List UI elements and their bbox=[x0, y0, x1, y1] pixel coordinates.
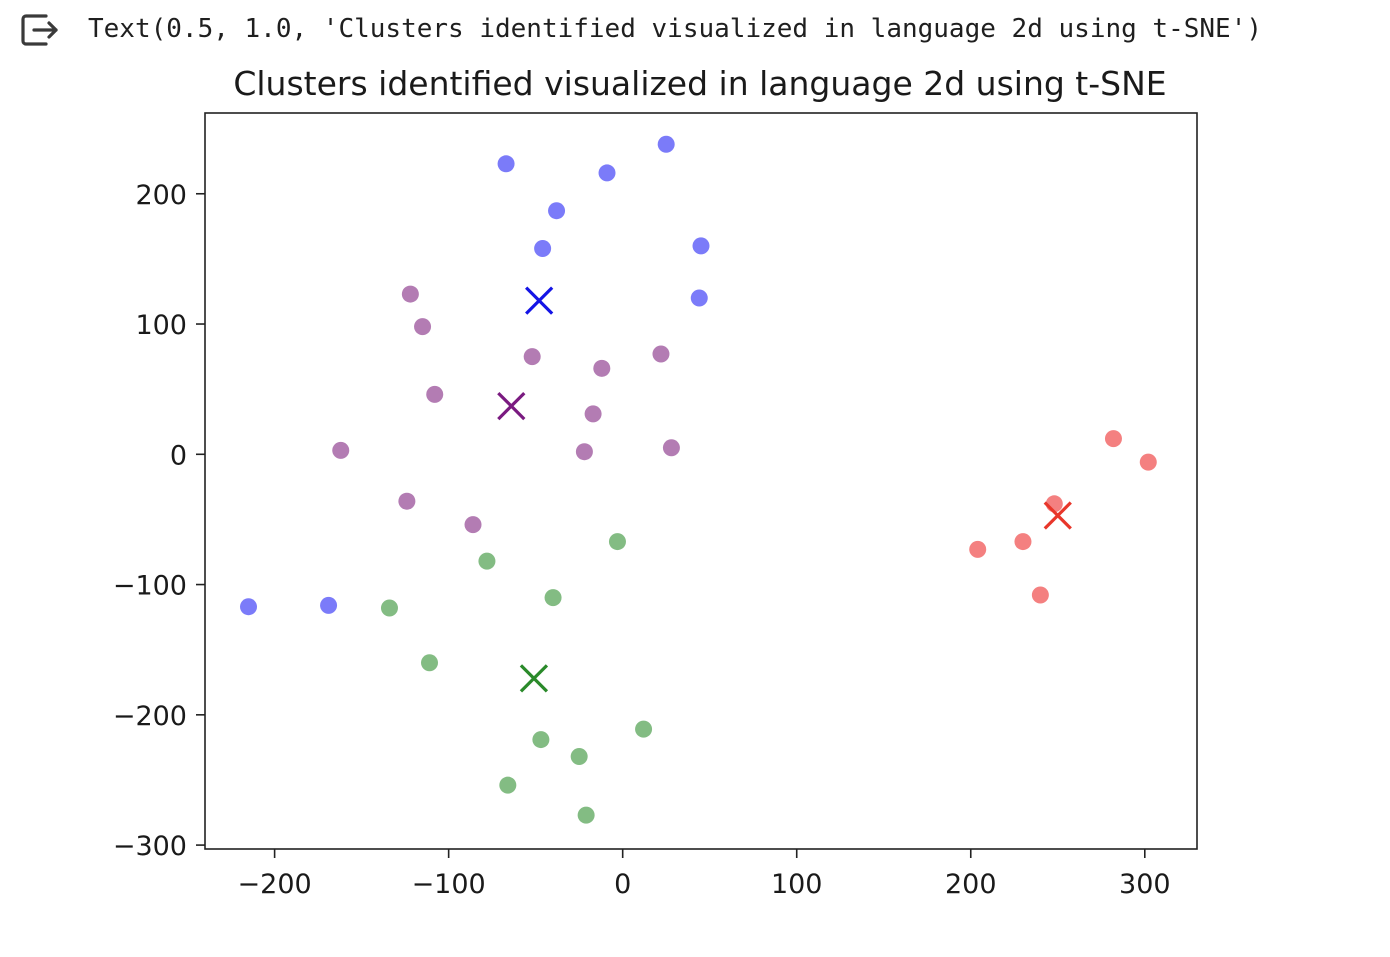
y-tick-label: −100 bbox=[113, 571, 187, 602]
x-tick-label: 100 bbox=[771, 869, 823, 900]
data-point bbox=[478, 552, 496, 570]
data-point bbox=[1045, 495, 1063, 513]
data-point bbox=[584, 405, 602, 423]
data-point bbox=[1104, 430, 1122, 448]
data-point bbox=[1139, 453, 1157, 471]
data-point bbox=[497, 155, 515, 173]
cell-output-row: Text(0.5, 1.0, 'Clusters identified visu… bbox=[0, 0, 1390, 60]
y-tick-label: 100 bbox=[135, 310, 187, 341]
data-point bbox=[652, 345, 670, 363]
data-point bbox=[570, 748, 588, 766]
data-point bbox=[421, 654, 439, 672]
data-point bbox=[608, 533, 626, 551]
data-point bbox=[635, 720, 653, 738]
data-point bbox=[332, 441, 350, 459]
data-point bbox=[401, 285, 419, 303]
x-tick-label: 0 bbox=[614, 869, 631, 900]
data-point bbox=[320, 596, 338, 614]
x-tick-label: −100 bbox=[412, 869, 486, 900]
x-axis: −200 −100 0 100 200 300 bbox=[238, 849, 1171, 900]
data-point bbox=[544, 589, 562, 607]
y-tick-label: 0 bbox=[170, 440, 187, 471]
data-point bbox=[426, 385, 444, 403]
scatter-chart: Clusters identified visualized in langua… bbox=[113, 64, 1198, 900]
data-point bbox=[380, 599, 398, 617]
data-point bbox=[1014, 533, 1032, 551]
data-point bbox=[534, 239, 552, 257]
y-axis: −300 −200 −100 0 100 200 bbox=[113, 180, 205, 862]
output-redirect-icon[interactable] bbox=[20, 12, 60, 48]
cluster-centroids bbox=[497, 286, 1072, 693]
data-point bbox=[690, 289, 708, 307]
x-tick-label: 300 bbox=[1119, 869, 1171, 900]
data-point bbox=[969, 540, 987, 558]
centroid-marker bbox=[519, 664, 549, 693]
data-point bbox=[414, 318, 432, 336]
x-tick-label: −200 bbox=[238, 869, 312, 900]
data-point bbox=[575, 443, 593, 461]
data-point bbox=[398, 492, 416, 510]
data-point bbox=[240, 598, 258, 616]
y-tick-label: −300 bbox=[113, 831, 187, 862]
data-point bbox=[593, 359, 611, 377]
centroid-marker bbox=[497, 391, 526, 421]
data-point bbox=[548, 202, 566, 220]
data-point bbox=[1031, 586, 1049, 604]
output-text: Text(0.5, 1.0, 'Clusters identified visu… bbox=[88, 14, 1262, 44]
data-points bbox=[240, 135, 1157, 824]
data-point bbox=[577, 806, 595, 824]
chart-container: Clusters identified visualized in langua… bbox=[0, 60, 1390, 952]
data-point bbox=[598, 164, 616, 182]
centroid-marker bbox=[525, 286, 554, 315]
data-point bbox=[532, 731, 550, 749]
centroid-marker bbox=[1043, 501, 1072, 530]
data-point bbox=[464, 516, 482, 534]
data-point bbox=[499, 776, 517, 794]
chart-title: Clusters identified visualized in langua… bbox=[233, 64, 1166, 103]
x-tick-label: 200 bbox=[945, 869, 997, 900]
data-point bbox=[662, 439, 680, 457]
y-tick-label: 200 bbox=[135, 180, 187, 211]
data-point bbox=[523, 348, 541, 366]
data-point bbox=[692, 237, 710, 255]
y-tick-label: −200 bbox=[113, 701, 187, 732]
plot-area bbox=[204, 112, 1198, 850]
data-point bbox=[657, 135, 675, 153]
